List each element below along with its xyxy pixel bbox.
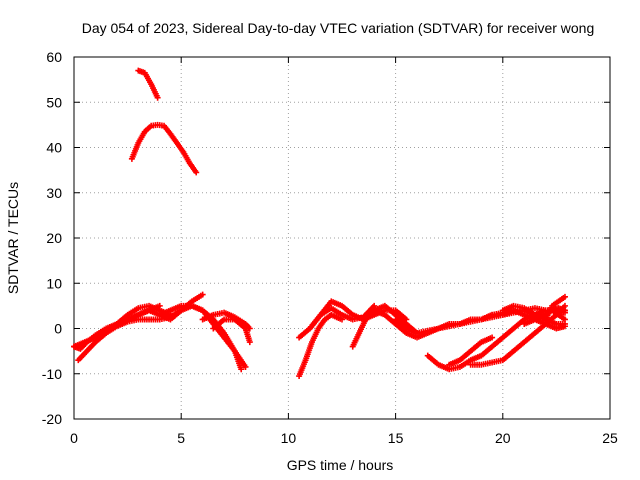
series-s2: [128, 121, 200, 176]
series-s10: [296, 311, 345, 380]
data-point: [561, 307, 568, 314]
y-tick-label: -20: [42, 411, 62, 427]
y-tick-label: 40: [46, 140, 62, 156]
series-s5: [71, 302, 174, 350]
data-point: [246, 339, 253, 346]
data-point: [199, 291, 206, 298]
series-s17: [446, 334, 496, 368]
x-tick-label: 10: [281, 430, 297, 446]
y-tick-label: 10: [46, 275, 62, 291]
y-tick-label: 60: [46, 49, 62, 65]
data-point: [561, 323, 568, 330]
x-tick-label: 5: [177, 430, 185, 446]
x-tick-label: 20: [495, 430, 511, 446]
chart-title: Day 054 of 2023, Sidereal Day-to-day VTE…: [82, 20, 595, 36]
series-s1: [135, 67, 161, 101]
data-point: [561, 316, 568, 323]
x-tick-label: 15: [388, 430, 404, 446]
data-point: [242, 363, 249, 370]
series-s18: [467, 302, 568, 368]
data-point: [154, 94, 161, 101]
data-point: [238, 366, 245, 373]
x-tick-label: 0: [70, 430, 78, 446]
x-axis-label: GPS time / hours: [287, 457, 394, 473]
y-axis-ticks: -20 -10 0 10 20 30 40 50 60: [42, 49, 610, 427]
data-series: [71, 67, 568, 380]
data-point: [561, 293, 568, 300]
series-s23: [531, 305, 568, 318]
series-s4: [75, 291, 206, 364]
y-tick-label: 50: [46, 94, 62, 110]
y-tick-label: 20: [46, 230, 62, 246]
y-tick-label: 30: [46, 185, 62, 201]
x-tick-label: 25: [602, 430, 618, 446]
series-s9: [210, 316, 253, 346]
y-tick-label: -10: [42, 366, 62, 382]
y-axis-label: SDTVAR / TECUs: [5, 182, 21, 294]
x-axis-ticks: 0 5 10 15 20 25: [70, 57, 618, 446]
data-point: [489, 334, 496, 341]
data-point: [193, 169, 200, 176]
series-s7: [156, 302, 249, 370]
grid-lines: [74, 57, 610, 419]
y-tick-label: 0: [54, 321, 62, 337]
